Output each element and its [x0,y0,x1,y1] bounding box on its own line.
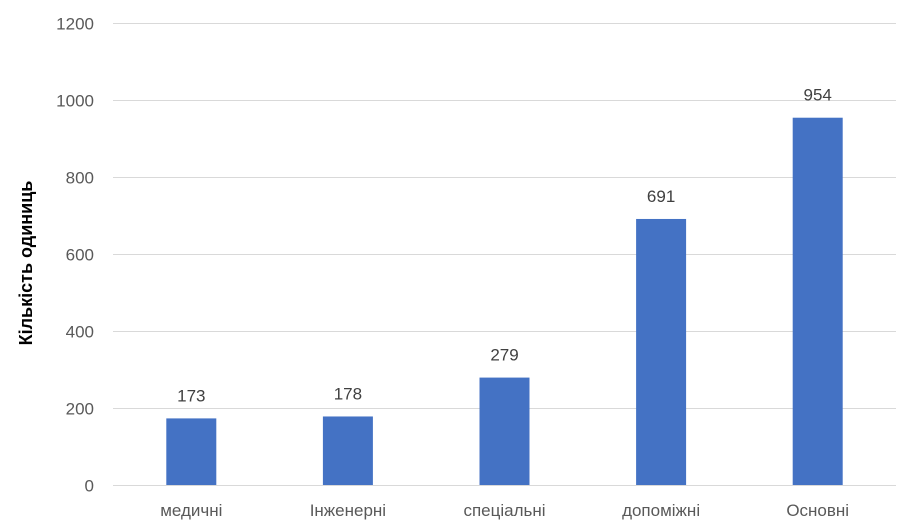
data-label: 691 [647,187,675,206]
x-axis-categories: медичні Інженерні спеціальні допоміжні Основ… [160,501,849,520]
x-category-label: Основні [786,501,849,520]
x-category-label: Інженерні [310,501,386,520]
y-axis-ticks: 0 200 400 600 800 1000 1200 [56,15,94,496]
y-tick-label: 1200 [56,15,94,34]
bar [322,416,373,485]
data-label: 173 [177,386,205,405]
data-labels: 173 178 279 691 954 [177,86,832,406]
y-tick-label: 1000 [56,92,94,111]
data-label: 178 [334,384,362,403]
y-axis-title: Кількість одиниць [16,181,36,346]
y-tick-label: 800 [66,169,94,188]
y-tick-label: 200 [66,400,94,419]
x-category-label: спеціальні [463,501,545,520]
data-label: 279 [490,346,518,365]
bar [166,418,217,485]
x-category-label: допоміжні [622,501,700,520]
y-tick-label: 400 [66,323,94,342]
gridlines [113,23,896,486]
bar [479,377,530,485]
bar [792,117,843,486]
bar [636,218,687,485]
bars [166,117,843,486]
data-label: 954 [804,86,832,105]
y-tick-label: 0 [85,477,94,496]
x-category-label: медичні [160,501,222,520]
y-tick-label: 600 [66,246,94,265]
